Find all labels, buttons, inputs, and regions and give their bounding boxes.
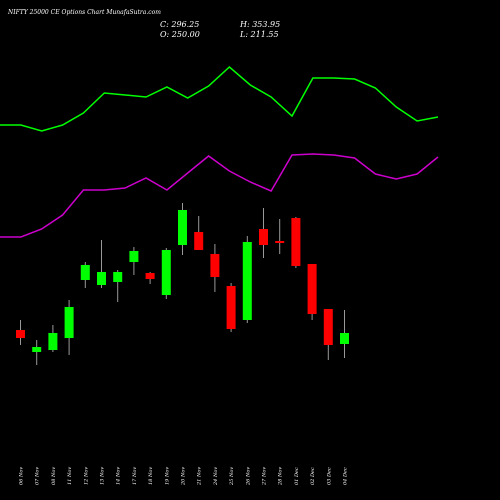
- candle-body: [64, 307, 74, 338]
- x-tick-label: 06 Nov: [19, 467, 25, 485]
- candle-body: [340, 333, 349, 344]
- x-tick-label: 07 Nov: [35, 467, 41, 485]
- candle-body: [275, 241, 285, 243]
- high-value: H: 353.95: [239, 20, 280, 29]
- x-tick-label: 19 Nov: [164, 467, 170, 485]
- candle-body: [80, 265, 90, 280]
- x-tick-label: 13 Nov: [100, 467, 106, 485]
- x-tick-label: 02 Dec: [310, 467, 316, 485]
- candle-body: [32, 347, 42, 352]
- x-tick-label: 17 Nov: [132, 467, 138, 485]
- x-tick-label: 18 Nov: [148, 467, 154, 485]
- open-value: O: 250.00: [160, 30, 200, 39]
- x-tick-label: 27 Nov: [262, 467, 268, 486]
- low-value: L: 211.55: [239, 30, 279, 39]
- x-tick-label: 12 Nov: [83, 467, 89, 485]
- x-tick-label: 21 Nov: [197, 467, 203, 486]
- candle-body: [291, 218, 301, 266]
- candle-body: [48, 333, 58, 350]
- x-tick-label: 25 Nov: [229, 467, 235, 486]
- close-value: C: 296.25: [160, 20, 199, 29]
- x-tick-label: 11 Nov: [67, 467, 73, 485]
- x-tick-label: 01 Dec: [294, 467, 300, 485]
- candle-body: [194, 232, 204, 250]
- x-tick-label: 28 Nov: [278, 467, 284, 486]
- x-tick-label: 14 Nov: [116, 467, 122, 485]
- candle-body: [145, 273, 155, 279]
- upper-band-line: [0, 65, 439, 132]
- candle-body: [259, 229, 268, 245]
- candle-body: [242, 242, 252, 320]
- chart-title: NIFTY 25000 CE Options Chart MunafaSutra…: [7, 9, 161, 16]
- candle-body: [97, 272, 106, 285]
- x-tick-label: 26 Nov: [245, 467, 251, 486]
- x-tick-label: 08 Nov: [51, 467, 57, 485]
- candle-body: [113, 272, 123, 282]
- x-tick-label: 20 Nov: [181, 467, 187, 486]
- x-tick-label: 03 Dec: [326, 467, 332, 485]
- lower-band-line: [0, 153, 439, 238]
- candle-body: [16, 330, 25, 338]
- x-tick-label: 04 Dec: [343, 467, 349, 485]
- candles-group: [16, 203, 349, 365]
- candle-body: [210, 254, 220, 277]
- x-tick-label: 24 Nov: [213, 467, 219, 486]
- candle-body: [226, 286, 236, 329]
- candle-body: [307, 264, 317, 314]
- candle-body: [178, 210, 187, 245]
- candle-body: [129, 251, 139, 262]
- x-axis-ticks: 06 Nov 07 Nov 08 Nov 11 Nov 12 Nov 13 Nov 14 N…: [19, 467, 349, 486]
- candle-body: [323, 309, 333, 345]
- candle-body: [161, 250, 171, 295]
